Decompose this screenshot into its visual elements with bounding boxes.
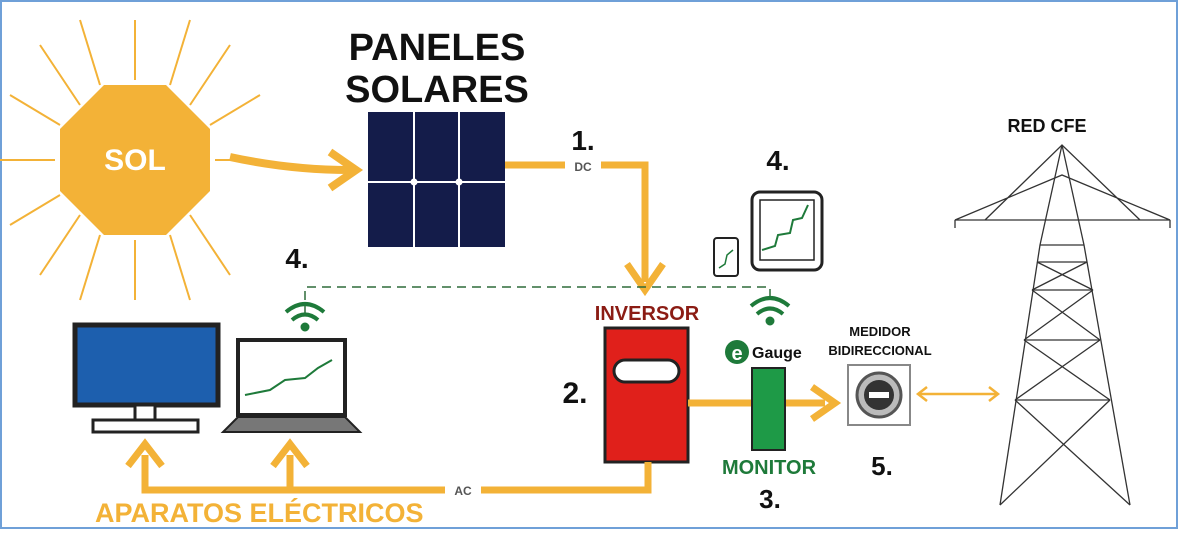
step-number: 4. xyxy=(766,145,789,176)
step-number: 4. xyxy=(285,243,308,274)
step-number: 1. xyxy=(571,125,594,156)
desktop-base xyxy=(93,420,198,432)
inverter-label: INVERSOR xyxy=(595,303,700,325)
meter-label: BIDIRECCIONAL xyxy=(828,343,931,358)
desktop-monitor xyxy=(75,325,218,405)
diagram: SOL PANELES SOLARES 1. DC 4. 4. INVERSOR… xyxy=(0,0,1178,529)
step-number: 5. xyxy=(871,451,893,481)
step-number: 3. xyxy=(759,484,781,514)
monitor-label: MONITOR xyxy=(722,457,817,479)
panels-title: PANELES xyxy=(349,27,526,69)
desktop-stand xyxy=(135,405,155,420)
panel-node xyxy=(456,179,463,186)
solar-panel xyxy=(368,112,505,247)
ac-label: AC xyxy=(454,484,472,498)
monitor-device xyxy=(752,368,785,450)
step-number: 2. xyxy=(562,377,587,410)
egauge-text: Gauge xyxy=(752,345,802,362)
inverter-display xyxy=(614,360,679,382)
laptop-base xyxy=(223,417,360,432)
appliances-label: APARATOS ELÉCTRICOS xyxy=(95,497,424,528)
sun-label: SOL xyxy=(104,144,166,177)
panel-node xyxy=(411,179,418,186)
panels-title: SOLARES xyxy=(345,69,529,111)
meter-label: MEDIDOR xyxy=(849,324,911,339)
grid-label: RED CFE xyxy=(1007,116,1086,136)
egauge-letter: e xyxy=(731,343,742,365)
meter-bar xyxy=(869,392,889,398)
inverter xyxy=(605,328,688,462)
laptop-screen xyxy=(238,340,345,415)
dc-label: DC xyxy=(574,160,592,174)
frame xyxy=(1,1,1177,528)
